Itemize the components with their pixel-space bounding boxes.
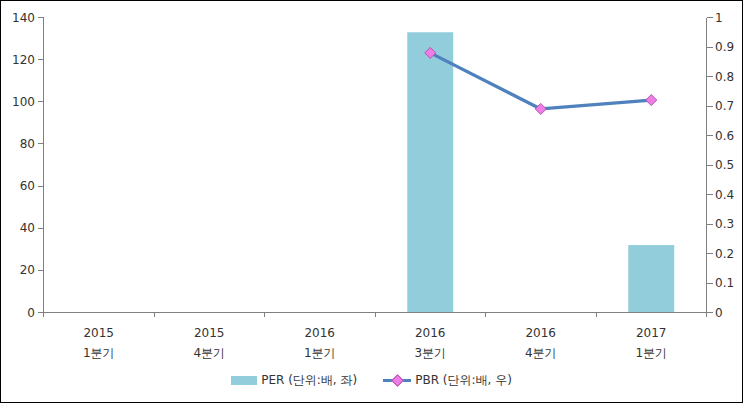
x-category-label-year: 2016 [525,326,556,340]
left-axis-tick-label: 20 [20,263,35,277]
pbr-diamond-marker-icon [391,374,404,387]
left-axis-tick-label: 40 [20,221,35,235]
pbr-diamond-marker-icon [535,103,546,114]
left-axis-tick-label: 0 [27,306,35,320]
left-axis-tick-label: 120 [12,53,35,67]
x-category-label-year: 2016 [415,326,446,340]
right-axis-tick-label: 0.4 [715,188,734,202]
per-pbr-chart: 0 20 40 60 80 100 120 140 0 0.1 0.2 0.3 0.4 0.5 0.6 0.7… [0,0,743,403]
x-category-label-year: 2017 [636,326,667,340]
right-axis-tick-label: 0.1 [715,276,734,290]
x-category-label-year: 2015 [194,326,225,340]
bar [407,32,453,312]
x-category-label-year: 2016 [304,326,335,340]
right-axis-tick-label: 1 [715,11,723,25]
x-category-label-year: 2015 [83,326,114,340]
legend-item-per: PER (단위:배, 좌) [231,372,357,389]
pbr-diamond-marker-icon [646,95,657,106]
per-bar-swatch [231,376,257,385]
left-axis-tick-label: 100 [12,95,35,109]
plot-area: 0 20 40 60 80 100 120 140 0 0.1 0.2 0.3 0.4 0.5 0.6 0.7… [1,1,743,403]
legend-label-pbr: PBR (단위:배, 우) [415,372,512,389]
x-category-label-quarter: 1분기 [83,346,115,360]
right-axis-tick-label: 0.5 [715,158,734,172]
left-axis-tick-label: 60 [20,179,35,193]
x-category-label-quarter: 1분기 [304,346,336,360]
right-axis-tick-label: 0 [715,306,723,320]
right-axis-tick-label: 0.2 [715,247,734,261]
bar [628,245,674,312]
right-axis-tick-label: 0.8 [715,70,734,84]
right-axis-tick-label: 0.3 [715,217,734,231]
legend: PER (단위:배, 좌) PBR (단위:배, 우) [1,372,742,389]
right-axis-tick-label: 0.6 [715,129,734,143]
x-category-label-quarter: 3분기 [414,346,446,360]
x-category-label-quarter: 1분기 [635,346,667,360]
pbr-line [430,53,651,109]
legend-item-pbr: PBR (단위:배, 우) [383,372,512,389]
x-category-label-quarter: 4분기 [193,346,225,360]
left-axis-tick-label: 80 [20,137,35,151]
right-axis-tick-label: 0.7 [715,99,734,113]
left-axis-tick-label: 140 [12,11,35,25]
pbr-line-swatch [383,375,411,386]
x-category-label-quarter: 4분기 [525,346,557,360]
legend-label-per: PER (단위:배, 좌) [261,372,357,389]
right-axis-tick-label: 0.9 [715,40,734,54]
